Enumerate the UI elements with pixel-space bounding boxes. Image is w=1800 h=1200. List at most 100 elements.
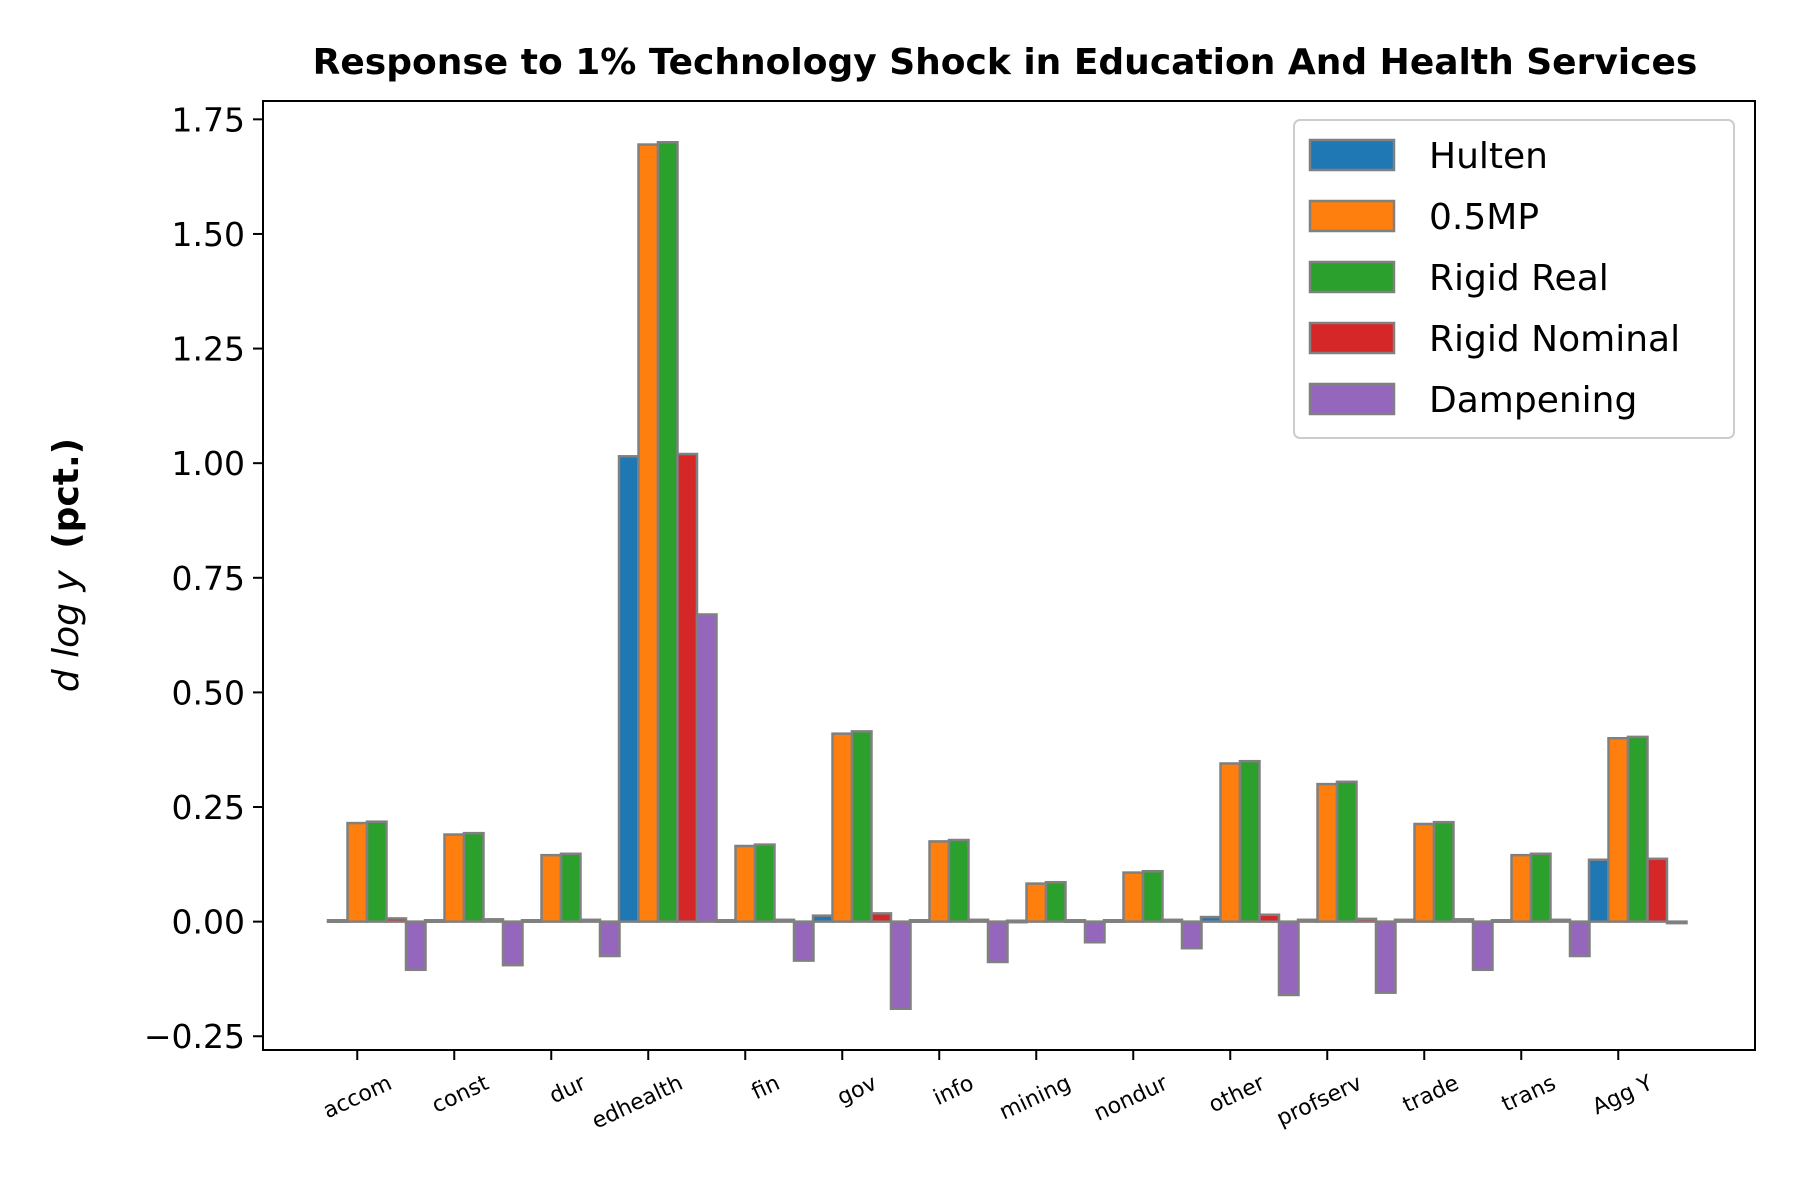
bar-gov-hulten — [811, 914, 834, 923]
bar-gov-dampening — [889, 920, 912, 1010]
bar-mining-05mp — [1025, 882, 1048, 923]
x-tick-label: edhealth — [588, 1071, 687, 1135]
bar-edhealth-rigid-real — [656, 141, 679, 923]
bar-mining-rigid-real — [1044, 880, 1067, 923]
bar-accom-rigid-nominal — [385, 917, 408, 923]
bar-nondur-rigid-nominal — [1161, 918, 1184, 923]
bar-other-rigid-nominal — [1258, 913, 1281, 923]
bar-edhealth-rigid-nominal — [676, 452, 699, 923]
y-tick-label: 1.75 — [172, 100, 245, 139]
bar-other-05mp — [1219, 762, 1242, 923]
y-axis: −0.25 0.00 0.25 0.50 0.75 1.00 1.25 1.50 1.75 — [144, 100, 263, 1056]
bar-trans-hulten — [1490, 919, 1513, 924]
x-tick-label: nondur — [1090, 1070, 1172, 1126]
bar-mining-rigid-nominal — [1064, 919, 1087, 924]
svg-text:d log y (pct.): d log y (pct.) — [46, 438, 87, 692]
bar-fin-hulten — [714, 919, 737, 924]
bar-const-rigid-real — [462, 831, 485, 923]
legend-swatch — [1308, 199, 1396, 233]
bar-dur-rigid-real — [559, 852, 582, 923]
bar-profserv-rigid-nominal — [1355, 917, 1378, 923]
bar-profserv-05mp — [1316, 782, 1339, 923]
bars-layer — [326, 141, 1688, 1010]
legend-swatch — [1308, 382, 1396, 416]
legend-box — [1293, 119, 1735, 439]
bar-dur-dampening — [598, 920, 621, 958]
bar-fin-dampening — [792, 920, 815, 962]
bar-accom-rigid-real — [365, 820, 388, 923]
legend-label: Dampening — [1429, 380, 1637, 421]
y-tick-label: 1.25 — [172, 330, 245, 369]
bar-trade-05mp — [1413, 822, 1436, 923]
bar-agg-y-rigid-real — [1626, 735, 1649, 923]
x-tick-label: fin — [748, 1071, 784, 1105]
x-tick-label: profserv — [1273, 1071, 1366, 1132]
x-tick-label: trans — [1498, 1071, 1560, 1118]
bar-gov-05mp — [831, 732, 854, 923]
legend-swatch — [1308, 138, 1396, 172]
bar-gov-rigid-real — [850, 730, 873, 923]
x-tick-label: trade — [1399, 1071, 1463, 1118]
bar-dur-hulten — [520, 919, 543, 924]
bar-agg-y-05mp — [1607, 737, 1630, 923]
legend-label: 0.5MP — [1429, 197, 1539, 238]
x-tick-label: info — [930, 1071, 978, 1111]
x-tick-label: const — [428, 1071, 493, 1119]
bar-mining-dampening — [1083, 920, 1106, 944]
bar-edhealth-dampening — [695, 613, 718, 923]
y-axis-label-unit: (pct.) — [46, 438, 87, 549]
x-tick-label: accom — [319, 1071, 395, 1124]
bar-accom-dampening — [404, 920, 427, 972]
bar-agg-y-hulten — [1587, 858, 1610, 923]
legend-label: Hulten — [1429, 136, 1548, 177]
bar-agg-y-dampening — [1665, 920, 1688, 925]
bar-nondur-rigid-real — [1141, 869, 1164, 923]
bar-info-dampening — [986, 920, 1009, 964]
bar-fin-05mp — [734, 844, 757, 923]
bar-accom-05mp — [346, 821, 369, 923]
bar-profserv-hulten — [1296, 918, 1319, 923]
x-tick-label: gov — [834, 1071, 881, 1111]
y-tick-label: 0.75 — [172, 559, 245, 598]
bar-trans-rigid-nominal — [1549, 918, 1572, 923]
legend-swatch — [1308, 260, 1396, 294]
y-axis-label: d log y (pct.) — [46, 438, 87, 692]
bar-nondur-05mp — [1122, 871, 1145, 923]
bar-mining-hulten — [1005, 919, 1028, 924]
x-tick-label: mining — [996, 1071, 1075, 1126]
legend: Hulten 0.5MP Rigid Real Rigid Nominal Dampen… — [1293, 119, 1735, 439]
bar-fin-rigid-nominal — [773, 918, 796, 923]
bar-trade-rigid-nominal — [1452, 918, 1475, 923]
bar-dur-05mp — [540, 853, 563, 923]
y-tick-label: 0.25 — [172, 788, 245, 827]
y-tick-label: 1.00 — [172, 444, 245, 483]
y-tick-label: −0.25 — [144, 1017, 245, 1056]
bar-other-rigid-real — [1238, 759, 1261, 923]
bar-accom-hulten — [326, 919, 349, 924]
y-tick-label: 0.50 — [172, 673, 245, 712]
bar-trans-rigid-real — [1529, 852, 1552, 923]
bar-trans-05mp — [1510, 853, 1533, 923]
legend-label: Rigid Nominal — [1429, 319, 1680, 360]
plot-frame — [262, 100, 1756, 1051]
bar-agg-y-rigid-nominal — [1646, 857, 1669, 923]
bar-profserv-dampening — [1374, 920, 1397, 994]
bar-dur-rigid-nominal — [579, 918, 602, 923]
bar-profserv-rigid-real — [1335, 780, 1358, 923]
bar-info-05mp — [928, 840, 951, 923]
bar-gov-rigid-nominal — [870, 912, 893, 923]
y-tick-label: 0.00 — [172, 903, 245, 942]
x-tick-label: dur — [546, 1070, 591, 1109]
bar-info-hulten — [908, 919, 931, 924]
y-tick-label: 1.50 — [172, 215, 245, 254]
y-axis-label-math: d log y — [46, 570, 87, 693]
chart-title: Response to 1% Technology Shock in Educa… — [313, 42, 1698, 83]
bar-other-hulten — [1199, 915, 1222, 923]
legend-swatch — [1308, 321, 1396, 355]
bar-edhealth-05mp — [637, 143, 660, 923]
bar-nondur-dampening — [1180, 920, 1203, 950]
bar-edhealth-hulten — [617, 455, 640, 923]
bar-const-hulten — [423, 919, 446, 924]
